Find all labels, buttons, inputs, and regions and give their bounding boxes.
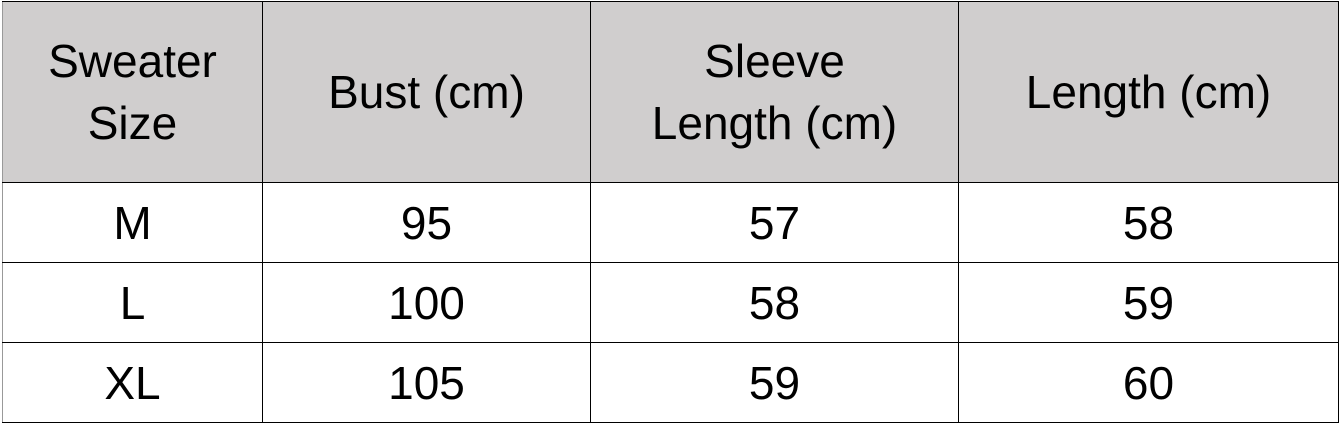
header-length: Length (cm): [958, 1, 1339, 183]
header-line: Sweater: [48, 35, 217, 87]
table-row: L 100 58 59: [2, 262, 1339, 343]
header-sweater-size: Sweater Size: [2, 1, 263, 183]
cell-bust: 95: [262, 182, 591, 263]
cell-length: 59: [958, 262, 1339, 343]
cell-bust: 100: [262, 262, 591, 343]
cell-size: L: [2, 262, 263, 343]
cell-sleeve: 58: [590, 262, 959, 343]
header-line: Length (cm): [651, 97, 898, 149]
header-line: Size: [87, 97, 178, 149]
cell-sleeve: 57: [590, 182, 959, 263]
header-line: Bust (cm): [328, 66, 525, 118]
cell-size: M: [2, 182, 263, 263]
table-row: M 95 57 58: [2, 182, 1339, 263]
cell-length: 58: [958, 182, 1339, 263]
cell-sleeve: 59: [590, 342, 959, 423]
table-row: XL 105 59 60: [2, 342, 1339, 423]
cell-length: 60: [958, 342, 1339, 423]
cell-size: XL: [2, 342, 263, 423]
header-line: Sleeve: [704, 35, 845, 87]
cell-bust: 105: [262, 342, 591, 423]
header-row: Sweater Size Bust (cm) Sleeve Length (cm) …: [2, 1, 1339, 183]
header-bust: Bust (cm): [262, 1, 591, 183]
header-sleeve-length: Sleeve Length (cm): [590, 1, 959, 183]
header-line: Length (cm): [1025, 66, 1272, 118]
